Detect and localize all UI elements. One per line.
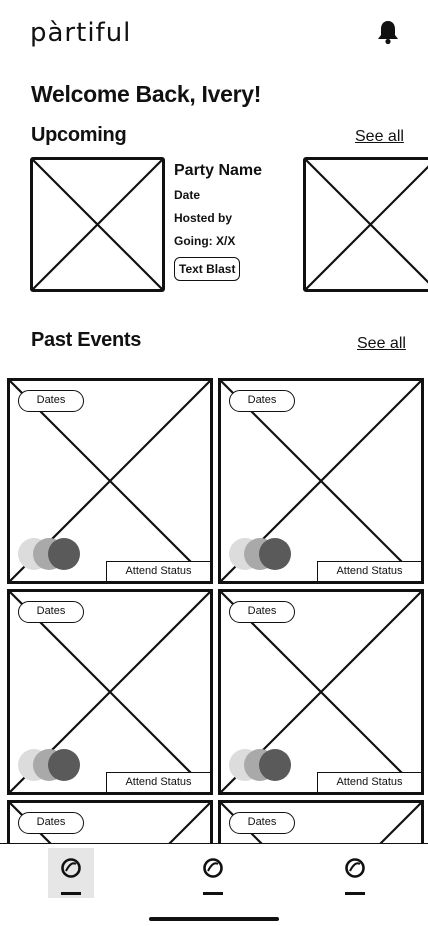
bell-icon[interactable] (376, 19, 400, 45)
party-going-count: Going: X/X (174, 234, 236, 248)
image-placeholder-icon (33, 160, 162, 289)
attend-status-button[interactable]: Attend Status (106, 561, 210, 581)
tab-profile[interactable] (332, 848, 378, 898)
attendee-avatars (18, 749, 82, 781)
welcome-heading: Welcome Back, Ivery! (31, 81, 262, 107)
past-events-title: Past Events (31, 329, 142, 351)
party-name[interactable]: Party Name (174, 162, 263, 179)
dates-pill[interactable]: Dates (229, 812, 295, 834)
tab-home[interactable] (48, 848, 94, 898)
dates-pill[interactable]: Dates (18, 601, 84, 623)
dates-pill[interactable]: Dates (229, 390, 295, 412)
tab-events[interactable] (190, 848, 236, 898)
attendee-avatars (229, 538, 293, 570)
avatar (48, 538, 80, 570)
partiful-logo[interactable]: pàrtiful (30, 18, 132, 48)
tab-indicator (61, 892, 81, 895)
tab-indicator (345, 892, 365, 895)
bottom-tab-bar (0, 843, 428, 926)
past-event-card[interactable]: Dates Attend Status (7, 589, 213, 795)
party-date: Date (174, 188, 201, 202)
past-events-see-all-link[interactable]: See all (357, 335, 406, 352)
attendee-avatars (229, 749, 293, 781)
dates-pill[interactable]: Dates (18, 390, 84, 412)
dates-pill[interactable]: Dates (18, 812, 84, 834)
circle-icon (61, 858, 81, 878)
attend-status-button[interactable]: Attend Status (317, 561, 421, 581)
past-event-card[interactable]: Dates Attend Status (7, 378, 213, 584)
circle-icon (203, 858, 223, 878)
past-event-card[interactable]: Dates Attend Status (218, 378, 424, 584)
attendee-avatars (18, 538, 82, 570)
avatar (259, 749, 291, 781)
avatar (259, 538, 291, 570)
past-event-card[interactable]: Dates Attend Status (218, 589, 424, 795)
avatar (48, 749, 80, 781)
home-indicator[interactable] (149, 917, 279, 921)
upcoming-see-all-link[interactable]: See all (355, 128, 404, 145)
text-blast-button[interactable]: Text Blast (174, 257, 241, 281)
attend-status-button[interactable]: Attend Status (317, 772, 421, 792)
upcoming-event-image-next[interactable] (303, 157, 428, 292)
attend-status-button[interactable]: Attend Status (106, 772, 210, 792)
dates-pill[interactable]: Dates (229, 601, 295, 623)
image-placeholder-icon (306, 160, 428, 289)
app-header: pàrtiful (0, 0, 428, 70)
circle-icon (345, 858, 365, 878)
tab-indicator (203, 892, 223, 895)
upcoming-title: Upcoming (31, 124, 127, 146)
party-host: Hosted by (174, 211, 233, 225)
upcoming-event-details: Party Name Date Hosted by Going: X/X Tex… (174, 162, 294, 281)
upcoming-event-image[interactable] (30, 157, 165, 292)
